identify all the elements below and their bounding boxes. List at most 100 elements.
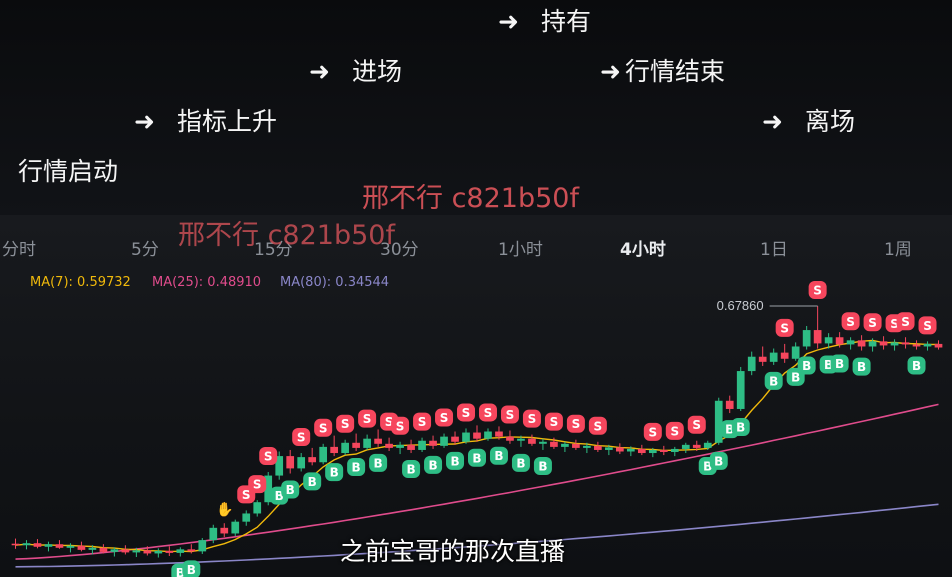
buy-signal-icon: [830, 354, 849, 373]
buy-signal-icon: [281, 480, 300, 499]
sell-signal-icon: [687, 415, 706, 434]
candle-up: [44, 544, 53, 547]
tab-timeframe[interactable]: 分时: [2, 240, 36, 260]
sell-signal-label: S: [648, 425, 657, 439]
candle-up: [802, 330, 811, 347]
sell-signal-icon: [841, 312, 860, 331]
candle-up: [154, 550, 163, 554]
arrow-icon: ➜: [309, 57, 330, 86]
candle-down: [495, 431, 503, 437]
buy-signal-label: B: [406, 463, 415, 477]
buy-signal-icon: [533, 456, 552, 475]
candle-up: [132, 550, 141, 553]
buy-signal-icon: [764, 371, 783, 390]
candle-down: [901, 342, 910, 345]
annotation-start: 行情启动: [18, 157, 119, 186]
candle-up: [890, 342, 899, 346]
buy-signal-label: B: [374, 456, 383, 470]
buy-signal-label: B: [791, 370, 800, 384]
tab-timeframe-active[interactable]: 4小时: [620, 240, 666, 260]
candle-down: [758, 356, 767, 362]
candle-down: [637, 448, 646, 454]
peak-price-label: 0.67860: [717, 298, 764, 313]
candle-down: [550, 441, 558, 447]
tab-timeframe[interactable]: 1小时: [498, 240, 543, 260]
candle-up: [242, 513, 251, 522]
buy-signal-icon: [303, 472, 322, 491]
candle-down: [220, 527, 229, 534]
buy-signal-label: B: [703, 459, 712, 473]
buy-signal-icon: [325, 463, 344, 482]
candle-down: [879, 341, 888, 346]
candle-down: [121, 549, 130, 553]
candle-up: [418, 440, 426, 450]
sell-signal-icon: [336, 414, 355, 433]
buy-signal-label: B: [330, 466, 339, 480]
buy-signal-icon: [709, 451, 728, 470]
candle-down: [330, 446, 338, 454]
tab-timeframe[interactable]: 5分: [131, 240, 159, 260]
buy-signal-icon: [731, 418, 750, 437]
sell-signal-icon: [522, 409, 541, 428]
candle-up: [824, 337, 833, 344]
sell-signal-label: S: [901, 315, 910, 329]
candle-up: [747, 356, 756, 372]
annotation-enter: ➜ 进场: [309, 57, 402, 86]
sell-signal-icon: [478, 403, 497, 422]
buy-signal-icon: [347, 457, 366, 476]
sell-signal-label: S: [418, 415, 427, 429]
buy-signal-label: B: [538, 459, 547, 473]
ma80-line: [15, 503, 939, 568]
candle-up: [923, 343, 932, 347]
sell-signal-label: S: [846, 315, 855, 329]
buy-signal-label: B: [824, 358, 833, 372]
ma7-legend: MA(7): 0.59732: [30, 275, 131, 290]
sell-signal-label: S: [890, 317, 899, 331]
sell-signal-label: S: [813, 284, 822, 298]
tab-timeframe[interactable]: 30分: [380, 240, 419, 260]
candle-down: [187, 549, 196, 552]
sell-signal-icon: [588, 416, 607, 435]
sell-signal-label: S: [528, 412, 537, 426]
tab-timeframe[interactable]: 15分: [254, 240, 293, 260]
buy-signal-label: B: [769, 374, 778, 388]
arrow-icon: ➜: [600, 57, 621, 86]
sell-signal-label: S: [242, 488, 251, 502]
annotation-trend-end: ➜ 行情结束: [600, 57, 725, 86]
tab-timeframe[interactable]: 1周: [884, 240, 912, 260]
candle-down: [528, 438, 536, 444]
buy-signal-icon: [446, 451, 465, 470]
sell-signal-label: S: [923, 319, 932, 333]
sell-signal-label: S: [319, 421, 328, 435]
candle-down: [286, 456, 295, 469]
sell-signal-icon: [248, 475, 267, 494]
sell-signal-icon: [566, 414, 585, 433]
buy-signal-label: B: [494, 449, 503, 463]
watermark: 邢不行 c821b50f: [178, 220, 395, 251]
buy-signal-label: B: [714, 454, 723, 468]
candle-up: [396, 444, 404, 448]
tab-timeframe[interactable]: 1日: [760, 240, 788, 260]
candle-down: [308, 457, 317, 463]
sell-signal-label: S: [780, 321, 789, 335]
buy-signal-label: B: [176, 566, 185, 577]
timeframe-tabs: 分时 5分 15分 30分 1小时 4小时 1日 1周: [0, 235, 952, 261]
candle-up: [462, 432, 470, 442]
sell-signal-label: S: [670, 424, 679, 438]
sell-signal-label: S: [462, 406, 471, 420]
buy-signal-label: B: [352, 460, 361, 474]
candle-down: [594, 445, 602, 450]
annotation-hold: ➜ 持有: [498, 7, 591, 36]
sell-signal-icon: [775, 318, 794, 337]
candle-down: [857, 340, 866, 347]
sell-signal-icon: [435, 408, 454, 427]
sell-signal-label: S: [297, 431, 306, 445]
candle-down: [725, 400, 734, 409]
candle-down: [451, 436, 459, 442]
candle-up: [681, 444, 690, 449]
ma25-legend: MA(25): 0.48910: [152, 275, 262, 290]
candle-up: [605, 447, 613, 450]
sell-signal-icon: [808, 281, 827, 300]
buy-signal-label: B: [516, 456, 525, 470]
